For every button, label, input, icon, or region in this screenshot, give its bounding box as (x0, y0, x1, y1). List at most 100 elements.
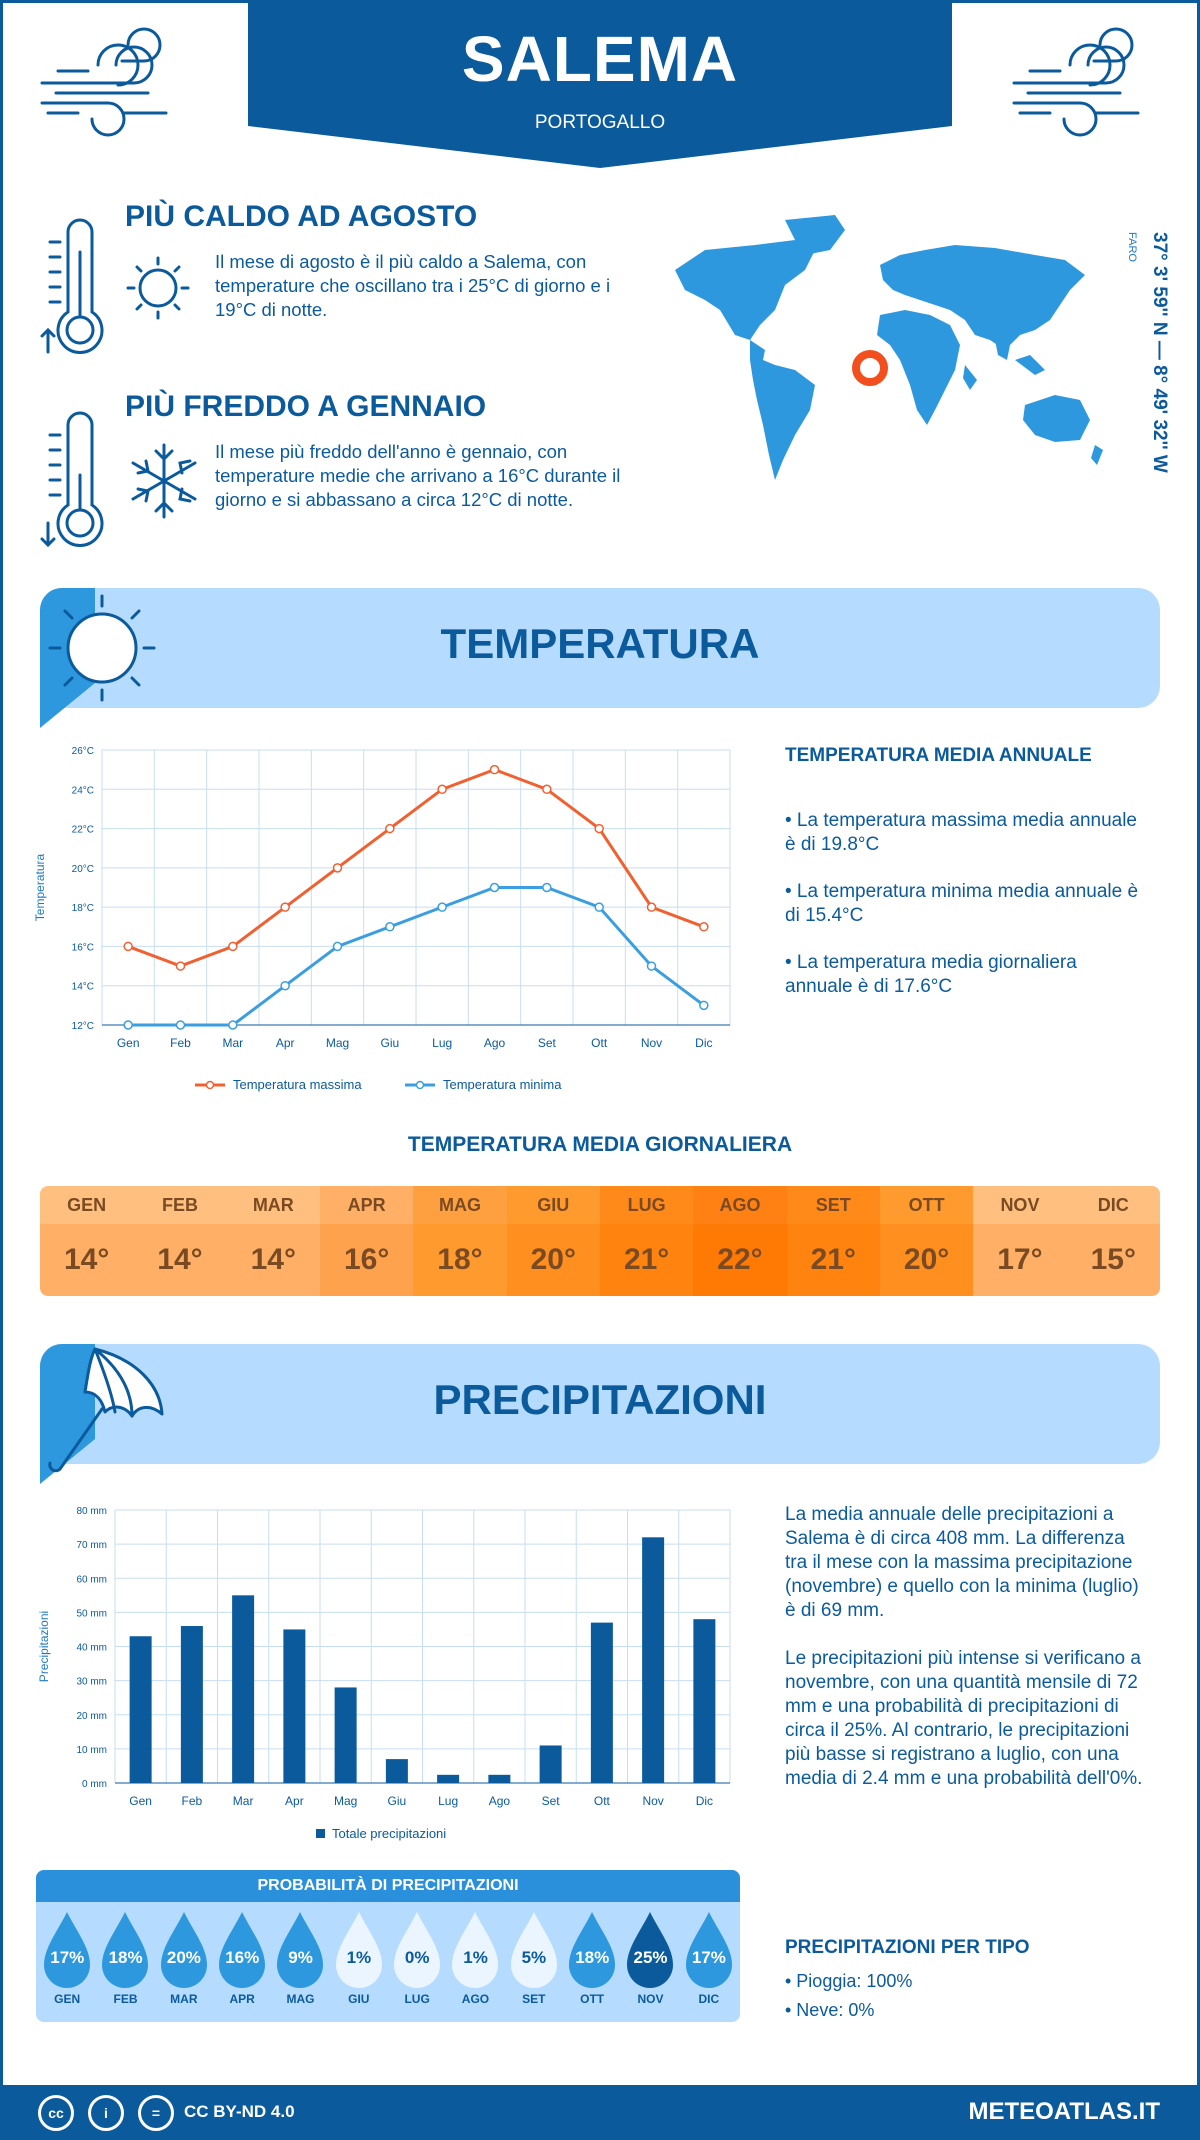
probability-panel: PROBABILITÀ DI PRECIPITAZIONI 17% GEN 18% F… (36, 1870, 740, 2022)
probability-value: 18% (575, 1948, 610, 1967)
location-marker (852, 350, 888, 386)
data-point (594, 902, 604, 912)
x-tick-label: Dic (696, 1794, 713, 1808)
footer: cc i = CC BY-ND 4.0 METEOATLAS.IT (0, 2085, 1200, 2140)
precipitation-summary: La media annuale delle precipitazioni a … (785, 1503, 1145, 1791)
probability-value: 1% (463, 1948, 488, 1967)
daily-mean-value: 14° (226, 1224, 320, 1296)
y-tick-label: 40 mm (76, 1643, 107, 1654)
temperature-summary: TEMPERATURA MEDIA ANNUALE • La temperatu… (785, 745, 1145, 999)
x-tick-label: Giu (380, 1036, 399, 1050)
daily-mean-month: SET (786, 1186, 880, 1224)
thermometer-cold-icon (40, 411, 197, 548)
wind-icon (1012, 27, 1140, 137)
precipitation-title: PRECIPITAZIONI (433, 1376, 767, 1423)
probability-month: MAR (170, 1992, 198, 2006)
coldest-text: Il mese più freddo dell'anno è gennaio, … (215, 441, 621, 510)
raindrop-icon (394, 1912, 441, 1988)
x-tick-label: Apr (285, 1794, 304, 1808)
data-point (332, 941, 343, 952)
y-axis-label: Precipitazioni (37, 1611, 51, 1682)
raindrop-icon (277, 1912, 324, 1988)
precipitation-type-snow: • Neve: 0% (785, 2000, 875, 2020)
thermometer-hot-icon (40, 218, 190, 354)
bar (283, 1629, 306, 1783)
y-tick-label: 18°C (72, 903, 94, 914)
x-tick-label: Feb (182, 1794, 203, 1808)
daily-mean-table: GEN 14° FEB 14° MAR 14° APR 16° MAG 18° GIU 20° LUG 2… (40, 1186, 1160, 1296)
probability-month: DIC (698, 1992, 720, 2006)
raindrop-icon (44, 1912, 91, 1988)
data-point (385, 823, 395, 834)
y-tick-label: 12°C (72, 1021, 94, 1032)
bar (129, 1636, 152, 1783)
daily-mean-cell: GEN 14° (40, 1186, 134, 1296)
daily-mean-value: 17° (973, 1224, 1067, 1296)
probability-month: SET (522, 1992, 546, 2006)
probability-drop: 1% AGO (446, 1910, 504, 2006)
y-tick-label: 20°C (72, 864, 94, 875)
x-tick-label: Nov (642, 1794, 663, 1808)
probability-month: FEB (113, 1992, 138, 2006)
x-tick-label: Mar (222, 1036, 243, 1050)
daily-mean-value: 18° (413, 1224, 507, 1296)
temperature-bullet-mean: • La temperatura media giornaliera annua… (785, 952, 1077, 997)
daily-mean-cell: AGO 22° (693, 1186, 787, 1296)
probability-title: PROBABILITÀ DI PRECIPITAZIONI (36, 1870, 740, 1902)
precipitation-paragraph-2: Le precipitazioni più intense si verific… (785, 1648, 1143, 1789)
probability-month: AGO (461, 1992, 490, 2006)
bar (642, 1537, 665, 1783)
probability-value: 5% (521, 1948, 547, 1967)
daily-mean-month: DIC (1066, 1186, 1160, 1224)
daily-mean-value: 15° (1066, 1224, 1160, 1296)
bar (693, 1619, 716, 1783)
x-tick-label: Feb (170, 1036, 191, 1050)
daily-mean-cell: DIC 15° (1066, 1186, 1160, 1296)
y-tick-label: 60 mm (76, 1574, 107, 1585)
cc-icon[interactable]: cc (38, 2095, 74, 2131)
license-label[interactable]: CC BY-ND 4.0 (184, 2102, 295, 2121)
data-point (594, 823, 604, 834)
y-tick-label: 30 mm (76, 1677, 107, 1688)
raindrop-icon (160, 1912, 207, 1988)
daily-mean-month: LUG (599, 1186, 694, 1224)
precipitation-type-rain: • Pioggia: 100% (785, 1971, 913, 1991)
probability-value: 1% (346, 1948, 372, 1967)
daily-mean-value: 21° (599, 1224, 694, 1296)
daily-mean-cell: SET 21° (786, 1186, 880, 1296)
wind-icon (40, 27, 168, 137)
daily-mean-month: AGO (693, 1186, 787, 1224)
site-link[interactable]: METEOATLAS.IT (968, 2098, 1160, 2125)
daily-mean-value: 22° (693, 1224, 787, 1296)
city-name: SALEMA (461, 23, 739, 95)
temperature-summary-title: TEMPERATURA MEDIA ANNUALE (785, 745, 1092, 766)
daily-mean-month: FEB (133, 1186, 227, 1224)
x-tick-label: Apr (276, 1036, 295, 1050)
daily-mean-month: OTT (879, 1186, 974, 1224)
by-icon[interactable]: i (88, 2095, 124, 2131)
x-tick-label: Giu (388, 1794, 407, 1808)
probability-drop: 0% LUG (388, 1910, 446, 2006)
probability-month: MAG (286, 1992, 315, 2006)
series-line (128, 886, 705, 1027)
x-tick-label: Nov (641, 1036, 662, 1050)
nd-icon[interactable]: = (138, 2095, 174, 2131)
x-tick-label: Ott (591, 1036, 608, 1050)
daily-mean-value: 21° (786, 1224, 880, 1296)
raindrop-icon (569, 1912, 616, 1988)
data-point (280, 980, 290, 991)
probability-value: 0% (404, 1948, 430, 1967)
x-tick-label: Ago (489, 1794, 511, 1808)
data-point (123, 1020, 133, 1030)
bar (334, 1687, 357, 1783)
data-point (542, 784, 552, 795)
raindrop-icon (685, 1912, 732, 1988)
probability-month: GIU (348, 1992, 370, 2006)
precipitation-band (40, 1344, 1160, 1464)
probability-value: 9% (288, 1948, 313, 1967)
daily-mean-month: MAR (226, 1186, 320, 1224)
probability-drop: 1% GIU (330, 1910, 388, 2006)
probability-month: OTT (580, 1992, 605, 2006)
data-point (699, 922, 709, 932)
daily-mean-month: APR (319, 1186, 414, 1224)
